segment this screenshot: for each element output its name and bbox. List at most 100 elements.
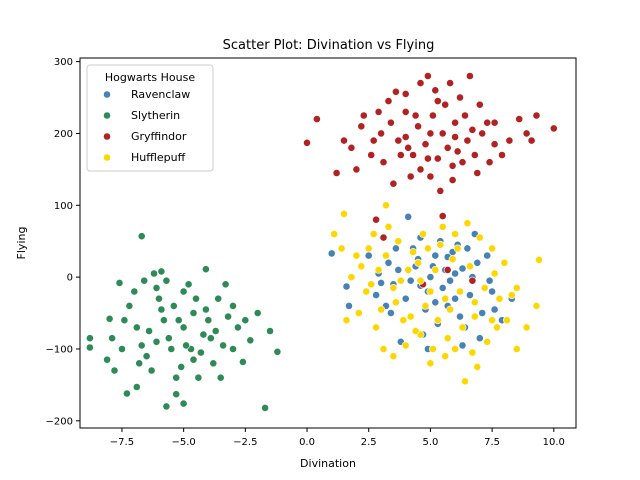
data-point — [448, 176, 457, 184]
data-point — [253, 309, 262, 317]
data-point — [189, 309, 198, 317]
data-point — [512, 345, 521, 353]
data-point — [377, 305, 385, 314]
data-point — [204, 316, 213, 325]
data-point — [490, 305, 499, 314]
legend-marker — [103, 111, 111, 120]
data-point — [421, 140, 430, 149]
data-point — [401, 90, 410, 98]
data-point — [164, 334, 173, 343]
data-point — [458, 323, 467, 332]
data-point — [379, 158, 388, 167]
legend-marker — [103, 153, 111, 162]
data-point — [137, 232, 146, 241]
data-point — [162, 276, 171, 285]
data-point — [135, 359, 144, 368]
data-point — [132, 323, 141, 332]
data-point — [345, 301, 353, 310]
data-point — [401, 294, 410, 303]
data-point — [468, 348, 477, 357]
data-point — [86, 334, 94, 343]
data-point — [372, 215, 380, 224]
chart-title: Scatter Plot: Divination vs Flying — [223, 38, 435, 53]
data-point — [189, 355, 198, 364]
data-point — [312, 115, 321, 123]
data-point — [214, 294, 223, 303]
data-point — [453, 147, 462, 156]
data-point — [438, 129, 447, 138]
data-point — [140, 276, 149, 285]
data-point — [369, 136, 378, 145]
data-point — [446, 305, 454, 314]
data-point — [480, 283, 489, 292]
x-tick-label: 0.0 — [299, 437, 315, 448]
data-point — [382, 201, 390, 210]
series-gryffindor — [303, 72, 558, 289]
data-point — [354, 309, 363, 317]
data-point — [448, 255, 457, 264]
data-point — [372, 323, 380, 332]
data-point — [352, 251, 361, 260]
y-tick-label: 300 — [54, 57, 73, 68]
y-axis-ticks: −200 −100 0 100 200 300 — [46, 57, 80, 427]
data-point — [384, 258, 393, 267]
data-point — [374, 265, 383, 274]
data-point — [463, 219, 472, 228]
x-axis-label: Divination — [300, 457, 356, 470]
data-point — [478, 309, 487, 317]
data-point — [431, 298, 440, 307]
data-point — [155, 294, 163, 303]
data-point — [177, 362, 186, 371]
data-point — [433, 97, 442, 105]
data-point — [273, 347, 282, 356]
data-point — [123, 389, 131, 398]
data-point — [451, 269, 459, 278]
data-point — [364, 244, 373, 253]
data-point — [150, 269, 158, 278]
data-point — [438, 222, 447, 231]
data-point — [423, 72, 432, 80]
data-point — [132, 383, 141, 391]
data-point — [384, 97, 393, 105]
data-point — [386, 118, 395, 127]
data-point — [362, 287, 371, 296]
data-point — [172, 373, 181, 382]
data-point — [451, 294, 459, 303]
data-point — [433, 316, 442, 325]
data-point — [379, 345, 388, 353]
data-point — [470, 298, 479, 307]
data-point — [401, 133, 410, 141]
data-point — [174, 316, 183, 325]
data-point — [461, 377, 469, 386]
data-point — [266, 327, 274, 335]
data-point — [372, 291, 380, 299]
data-point — [458, 341, 467, 350]
data-point — [352, 165, 361, 174]
data-point — [179, 399, 188, 408]
data-point — [438, 283, 447, 292]
data-point — [221, 280, 230, 289]
data-point — [157, 305, 166, 314]
data-point — [110, 366, 119, 375]
data-point — [396, 276, 405, 285]
data-point — [209, 359, 218, 368]
data-point — [396, 151, 405, 159]
data-point — [451, 230, 459, 238]
data-point — [490, 140, 499, 149]
data-point — [367, 280, 376, 289]
data-point — [105, 314, 114, 323]
data-point — [500, 258, 509, 267]
data-point — [201, 265, 210, 274]
legend-marker — [103, 90, 111, 99]
data-point — [229, 345, 237, 353]
data-point — [532, 301, 541, 310]
data-point — [224, 312, 232, 321]
data-point — [367, 151, 376, 159]
data-point — [406, 276, 415, 285]
data-point — [426, 129, 435, 138]
data-point — [475, 100, 484, 109]
data-point — [179, 323, 188, 332]
data-point — [431, 265, 440, 274]
data-point — [391, 244, 400, 253]
data-point — [103, 355, 111, 364]
